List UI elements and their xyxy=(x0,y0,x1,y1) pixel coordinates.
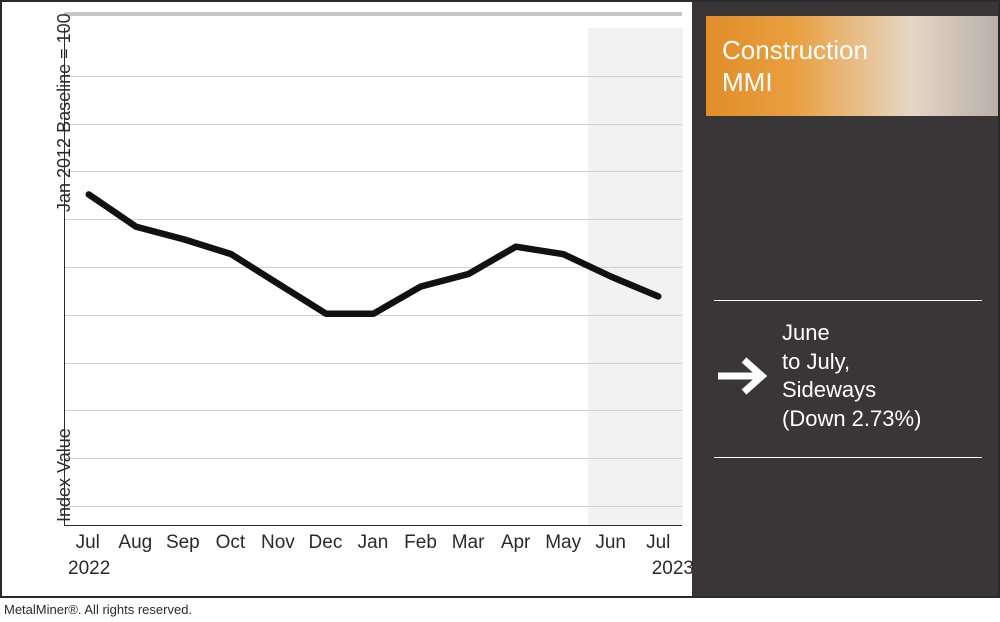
panel-title-box: Construction MMI xyxy=(706,16,998,116)
x-tick-label: Sep xyxy=(166,532,200,554)
x-tick-label: Feb xyxy=(404,532,437,554)
y-axis-label-index: Index Value xyxy=(54,428,75,522)
x-tick-label: Jul xyxy=(76,532,100,554)
side-panel: Construction MMI June to July, Sideways … xyxy=(692,2,998,596)
x-tick-label: Nov xyxy=(261,532,295,554)
line-series xyxy=(89,194,658,313)
panel-title-line2: MMI xyxy=(722,67,773,97)
trend-block: June to July, Sideways (Down 2.73%) xyxy=(714,300,982,458)
x-axis-ticks: 2022 2023 JulAugSepOctNovDecJanFebMarApr… xyxy=(64,532,682,592)
trend-text: June to July, Sideways (Down 2.73%) xyxy=(782,319,921,433)
x-tick-label: Oct xyxy=(216,532,246,554)
x-tick-label: May xyxy=(545,532,581,554)
chart-frame: Jan 2012 Baseline = 100 Index Value 2022… xyxy=(0,0,1000,598)
x-year-left: 2022 xyxy=(68,558,110,580)
x-tick-label: Mar xyxy=(452,532,485,554)
top-accent-bar xyxy=(64,12,682,16)
y-axis-label-baseline: Jan 2012 Baseline = 100 xyxy=(54,13,75,212)
line-series-svg xyxy=(65,28,682,525)
chart-area: Jan 2012 Baseline = 100 Index Value 2022… xyxy=(2,2,692,596)
panel-title: Construction MMI xyxy=(722,34,868,99)
trend-line4: (Down 2.73%) xyxy=(782,406,921,431)
x-year-right: 2023 xyxy=(652,558,694,580)
x-tick-label: Jul xyxy=(646,532,670,554)
x-tick-label: Apr xyxy=(501,532,531,554)
plot-box xyxy=(64,28,682,526)
arrow-right-icon xyxy=(714,349,768,403)
footer-copyright: MetalMiner®. All rights reserved. xyxy=(4,602,192,617)
trend-line3: Sideways xyxy=(782,377,876,402)
x-tick-label: Jan xyxy=(358,532,389,554)
trend-line2: to July, xyxy=(782,349,850,374)
trend-line1: June xyxy=(782,320,830,345)
x-tick-label: Jun xyxy=(595,532,626,554)
x-tick-label: Dec xyxy=(309,532,343,554)
panel-title-line1: Construction xyxy=(722,35,868,65)
x-tick-label: Aug xyxy=(118,532,152,554)
